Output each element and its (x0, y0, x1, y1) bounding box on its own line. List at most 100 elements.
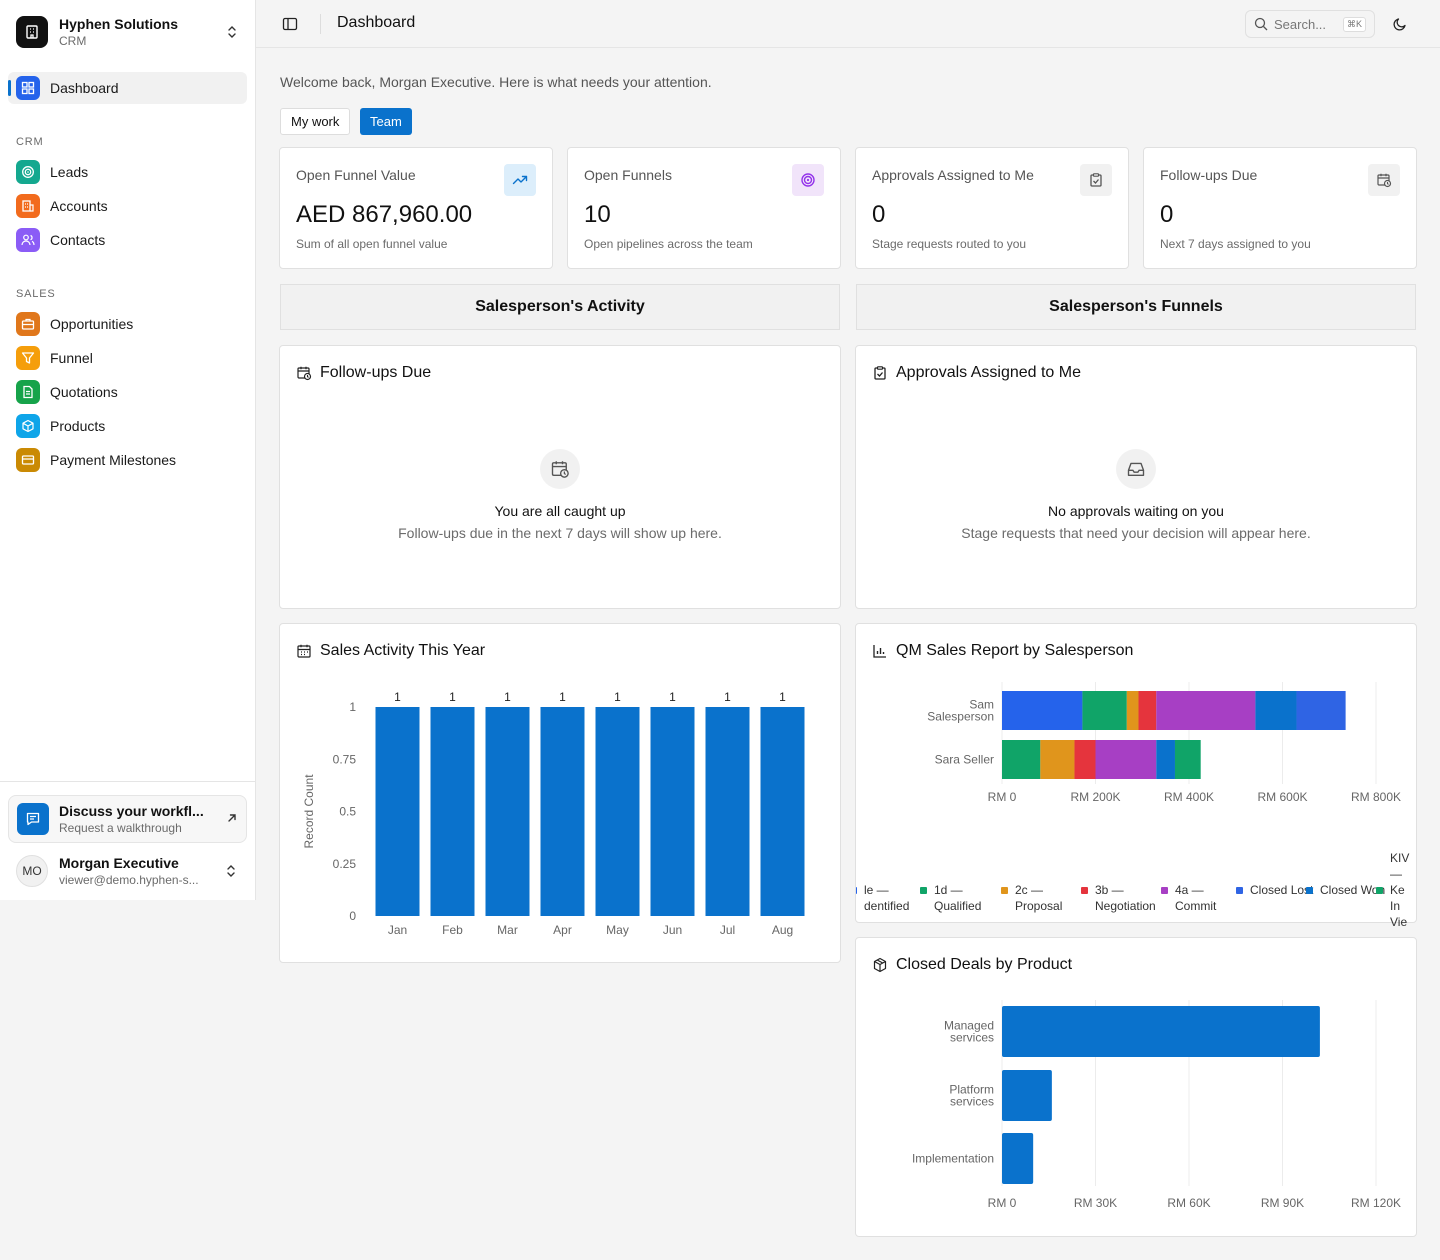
chevrons-up-down-icon (224, 24, 240, 40)
toggle-team[interactable]: Team (360, 108, 412, 135)
bar (540, 707, 585, 916)
sidebar-item-label: Contacts (50, 232, 106, 248)
card-title: QM Sales Report by Salesperson (896, 642, 1134, 659)
legend-item[interactable]: 4a — Commit (1161, 882, 1216, 914)
sidebar-item-label: Opportunities (50, 316, 134, 332)
funnel-icon (16, 346, 40, 370)
kpi-card-followups: Follow-ups Due 0 Next 7 days assigned to… (1143, 147, 1417, 269)
sales-activity-card: Sales Activity This Year 0 0.25 0.5 0.75 1 Re… (279, 623, 841, 963)
y-tick-label: services (950, 1095, 994, 1109)
moon-icon[interactable] (1390, 14, 1410, 34)
kpi-sub: Open pipelines across the team (584, 237, 753, 251)
x-tick-label: RM 90K (1261, 1196, 1304, 1210)
x-tick-label: Feb (442, 923, 463, 937)
sidebar-item-contacts[interactable]: Contacts (8, 224, 247, 256)
sidebar-item-leads[interactable]: Leads (8, 156, 247, 188)
bar-segment (1126, 691, 1139, 730)
kpi-value: 10 (584, 201, 611, 228)
topbar: Dashboard Search... ⌘K (256, 0, 1440, 48)
legend-item[interactable]: Closed Lost (1236, 882, 1313, 898)
data-label: 1 (449, 690, 456, 704)
sidebar-item-dashboard[interactable]: Dashboard (8, 72, 247, 104)
qm-sales-chart: RM 0 RM 200K RM 400K RM 600K RM 800K SamSales… (927, 682, 1401, 804)
y-tick-label: services (950, 1031, 994, 1045)
legend-item[interactable]: KIV — Ke In Vie (1376, 850, 1409, 930)
legend-item[interactable]: 2c — Proposal (1001, 882, 1062, 914)
clipboard-check-icon (1080, 164, 1112, 196)
bar-segment (1082, 691, 1127, 730)
legend-item[interactable]: Closed Won (1306, 882, 1385, 898)
sidebar-footer: Discuss your workfl... Request a walkthr… (0, 781, 255, 900)
bar-segment (1095, 740, 1157, 779)
bar-segment (1040, 740, 1075, 779)
legend-swatch (1376, 887, 1383, 894)
bar-segment (1174, 740, 1201, 779)
sidebar-item-label: Dashboard (50, 80, 119, 96)
kpi-value: 0 (872, 201, 886, 228)
sidebar-item-label: Funnel (50, 350, 93, 366)
search-shortcut: ⌘K (1342, 16, 1366, 32)
welcome-text: Welcome back, Morgan Executive. Here is … (280, 74, 712, 90)
kpi-card-open-funnels: Open Funnels 10 Open pipelines across th… (567, 147, 841, 269)
dashboard-icon (16, 76, 40, 100)
qm-sales-report-card: QM Sales Report by Salesperson RM 0 RM 20… (855, 623, 1417, 929)
bar-segment (1156, 691, 1256, 730)
followups-card: Follow-ups Due You are all caught up Fol… (279, 345, 841, 609)
user-menu[interactable]: MO Morgan Executive viewer@demo.hyphen-s… (8, 849, 247, 893)
x-tick-label: May (606, 923, 629, 937)
qm-legend: le — dentified 1d — Qualified 2c — Proposa… (856, 850, 1416, 934)
y-tick-label: Managed (944, 1019, 994, 1033)
arrow-up-right-icon (226, 811, 238, 827)
x-tick-label: RM 120K (1351, 1196, 1401, 1210)
sidebar: Hyphen Solutions CRM Dashboard CRM Leads… (0, 0, 256, 900)
y-tick-label: 0.75 (333, 752, 357, 766)
sales-activity-chart: 0 0.25 0.5 0.75 1 Record Count 1 Jan 1 Feb 1 Mar 1 Ap… (302, 690, 805, 937)
tab-salesperson-funnels[interactable]: Salesperson's Funnels (856, 284, 1416, 330)
legend-swatch (856, 887, 857, 894)
document-icon (16, 380, 40, 404)
x-tick-label: Jan (388, 923, 407, 937)
page-title: Dashboard (337, 14, 416, 31)
tab-salesperson-activity[interactable]: Salesperson's Activity (280, 284, 840, 330)
org-switcher[interactable]: Hyphen Solutions CRM (8, 8, 248, 56)
card-title: Approvals Assigned to Me (896, 364, 1081, 381)
search-placeholder: Search... (1274, 16, 1327, 32)
toggle-my-work[interactable]: My work (280, 108, 351, 135)
bar (1002, 1070, 1052, 1121)
sidebar-item-funnel[interactable]: Funnel (8, 342, 247, 374)
kpi-card-open-funnel-value: Open Funnel Value AED 867,960.00 Sum of … (279, 147, 553, 269)
legend-item[interactable]: le — dentified (856, 882, 909, 914)
sidebar-item-quotations[interactable]: Quotations (8, 376, 247, 408)
walkthrough-sub: Request a walkthrough (59, 820, 182, 835)
sidebar-item-opportunities[interactable]: Opportunities (8, 308, 247, 340)
card-title: Closed Deals by Product (896, 956, 1073, 973)
x-tick-label: RM 200K (1070, 790, 1120, 804)
kpi-label: Approvals Assigned to Me (872, 167, 1034, 183)
bar-segment (1002, 740, 1041, 779)
x-tick-label: Jul (720, 923, 735, 937)
sidebar-item-label: Payment Milestones (50, 452, 177, 468)
sidebar-item-label: Accounts (50, 198, 108, 214)
y-tick-label: Sara Seller (935, 753, 994, 767)
legend-swatch (1081, 887, 1088, 894)
empty-title: No approvals waiting on you (1048, 503, 1224, 519)
sidebar-toggle-icon[interactable] (280, 14, 300, 34)
kpi-label: Open Funnel Value (296, 167, 416, 183)
divider (320, 14, 321, 34)
data-label: 1 (504, 690, 511, 704)
sidebar-item-accounts[interactable]: Accounts (8, 190, 247, 222)
sidebar-item-products[interactable]: Products (8, 410, 247, 442)
sidebar-item-label: Quotations (50, 384, 118, 400)
x-tick-label: RM 0 (988, 1196, 1017, 1210)
data-label: 1 (669, 690, 676, 704)
walkthrough-card[interactable]: Discuss your workfl... Request a walkthr… (8, 795, 247, 843)
box-icon (872, 957, 888, 973)
search-input[interactable]: Search... ⌘K (1245, 10, 1375, 38)
card-title: Follow-ups Due (320, 364, 432, 381)
legend-item[interactable]: 3b — Negotiation (1081, 882, 1156, 914)
legend-item[interactable]: 1d — Qualified (920, 882, 981, 914)
y-tick-label: Salesperson (927, 710, 994, 724)
y-tick-label: 0.5 (339, 805, 356, 819)
target-icon (792, 164, 824, 196)
sidebar-item-payment-milestones[interactable]: Payment Milestones (8, 444, 247, 476)
